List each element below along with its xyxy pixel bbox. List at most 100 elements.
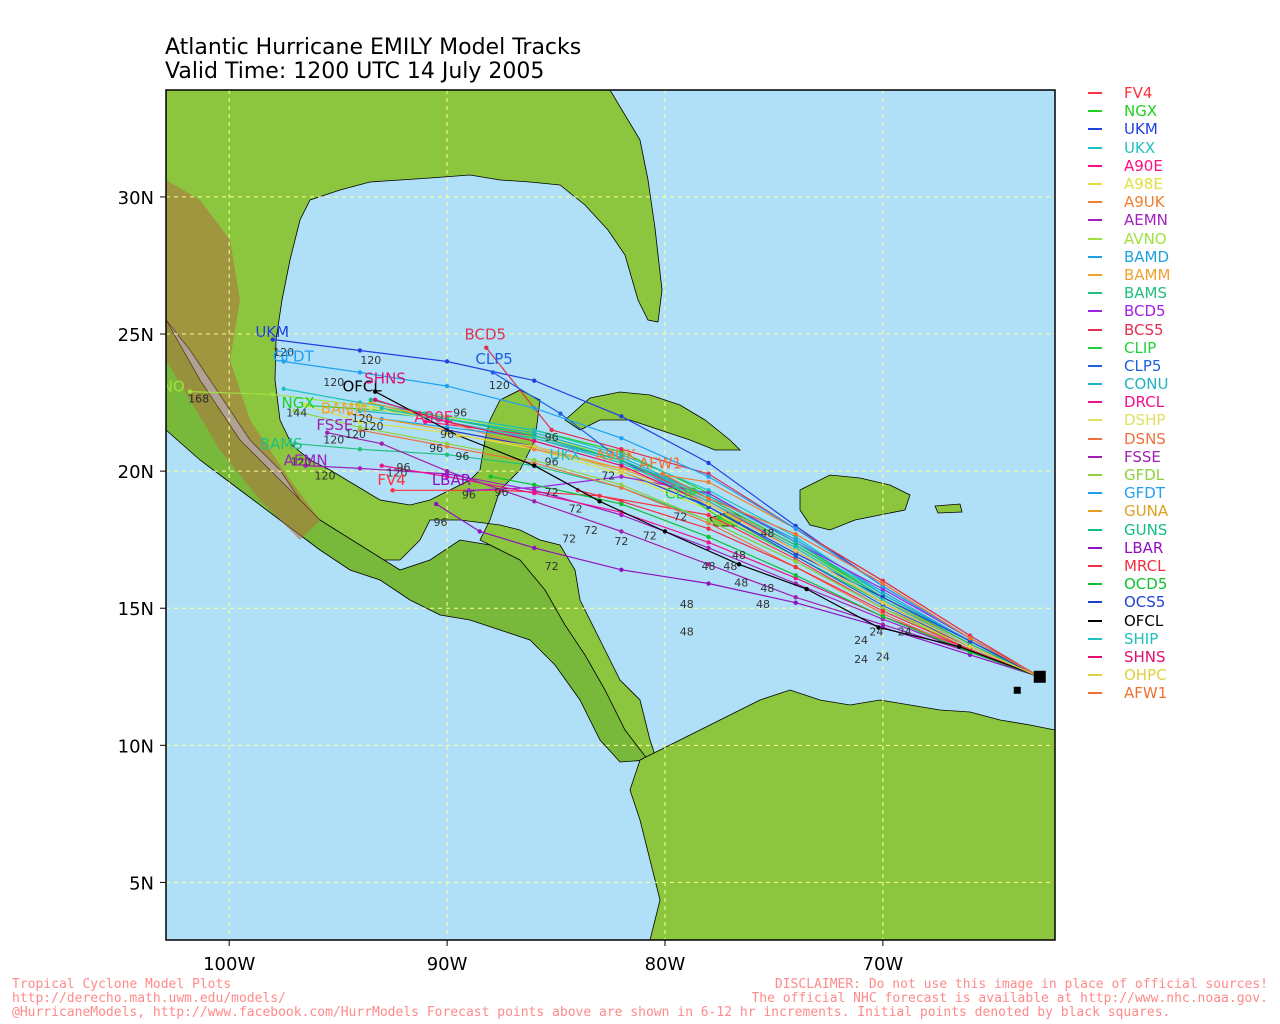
legend-swatch — [1088, 564, 1102, 567]
track-a98e — [305, 404, 1040, 678]
track-point-gfdl-4 — [619, 482, 624, 488]
hour-mark-36: 48 — [680, 598, 694, 611]
track-point-bcs5-5 — [549, 427, 554, 433]
hour-mark-33: 48 — [734, 576, 748, 589]
track-point-gfdl-8 — [292, 408, 297, 414]
valid-time: Valid Time: 1200 UTC 14 July 2005 — [165, 59, 545, 84]
legend-item-gfdt: GFDT — [1088, 484, 1170, 502]
footer-left: Tropical Cyclone Model Plots http://dere… — [12, 978, 1170, 1020]
hour-mark-26: 72 — [643, 530, 657, 543]
legend-item-ocs5: OCS5 — [1088, 593, 1170, 611]
legend-label: AEMN — [1124, 211, 1168, 230]
track-point-a98e-7 — [357, 419, 363, 424]
legend-item-clp5: CLP5 — [1088, 357, 1170, 375]
track-point-bcd5-6 — [466, 488, 472, 493]
legend-swatch — [1088, 201, 1102, 204]
legend-swatch — [1088, 255, 1102, 258]
track-point-gfdt-2 — [793, 526, 798, 531]
legend-swatch — [1088, 583, 1102, 586]
track-ofcl — [374, 391, 1040, 678]
hour-mark-16: 96 — [545, 456, 559, 469]
legend-swatch — [1088, 128, 1102, 131]
legend-label: OHPC — [1124, 666, 1167, 685]
legend-swatch — [1088, 401, 1102, 404]
track-point-conu-7 — [357, 408, 363, 414]
track-point-ohpc-0 — [967, 644, 973, 649]
track-point-ofcl-4 — [662, 529, 668, 534]
track-label-ofcl: OFCL — [342, 378, 382, 396]
track-point-gfdl-5 — [532, 457, 537, 463]
legend-item-shns: SHNS — [1088, 648, 1170, 666]
hour-mark-30: 48 — [760, 527, 774, 540]
legend-label: OFCL — [1124, 611, 1164, 630]
legend-item-guna: GUNA — [1088, 502, 1170, 520]
footer-left-line1: Tropical Cyclone Model Plots — [12, 977, 232, 992]
track-point-gfdt-8 — [281, 359, 286, 364]
legend-label: BCS5 — [1124, 320, 1164, 339]
legend-label: UKX — [1124, 138, 1156, 157]
hour-mark-40: 24 — [869, 626, 883, 639]
legend-item-aemn: AEMN — [1088, 211, 1170, 229]
track-point-bams-6 — [444, 452, 450, 457]
track-point-fv4-6 — [390, 488, 395, 493]
legend-label: AFW1 — [1124, 684, 1168, 703]
legend-label: SHNS — [1124, 647, 1166, 666]
hour-mark-7: 120 — [315, 469, 336, 482]
legend-label: A9UK — [1124, 193, 1165, 212]
track-label-clp5: CLP5 — [475, 350, 512, 368]
track-point-ohpc-1 — [880, 600, 886, 605]
hour-mark-13: 96 — [429, 442, 443, 455]
xtick-label-3: 70W — [863, 954, 904, 975]
hour-mark-28: 72 — [673, 510, 687, 523]
track-point-fsse-4 — [619, 529, 624, 534]
track-point-lbar-6 — [477, 529, 482, 534]
hour-mark-27: 72 — [614, 535, 628, 548]
track-point-aemn-8 — [303, 463, 308, 468]
hour-mark-20: 96 — [440, 428, 454, 441]
hour-mark-11: 168 — [188, 393, 209, 406]
hour-mark-42: 24 — [854, 653, 868, 666]
track-bcs5 — [485, 347, 1041, 678]
track-label-ukx: UKX — [549, 446, 580, 464]
track-point-fsse-5 — [532, 499, 537, 504]
legend-label: CLIP — [1124, 338, 1157, 357]
ytick-label-0: 30N — [118, 188, 154, 209]
legend-swatch — [1088, 328, 1102, 331]
legend-label: BCD5 — [1124, 302, 1166, 321]
legend-item-bcs5: BCS5 — [1088, 320, 1170, 339]
legend-item-lbar: LBAR — [1088, 539, 1170, 557]
track-point-bams-7 — [357, 446, 363, 452]
legend-label: UKM — [1124, 120, 1158, 139]
track-point-ofcl-8 — [372, 389, 378, 394]
legend-swatch — [1088, 692, 1102, 695]
legend-label: DSNS — [1124, 429, 1166, 448]
track-point-ocd5-3 — [706, 534, 711, 540]
legend-label: CLP5 — [1124, 356, 1162, 375]
track-label-lbar: LBAR — [432, 471, 471, 489]
footer-nhc-link[interactable]: The official NHC forecast is available a… — [751, 991, 1268, 1006]
legend-item-dsns: DSNS — [1088, 430, 1170, 448]
hour-mark-21: 72 — [601, 469, 615, 482]
track-label-a9uk: A9UK — [595, 446, 637, 464]
plot-frame — [165, 89, 1056, 941]
xtick-label-0: 100W — [203, 954, 255, 975]
hour-mark-35: 48 — [756, 598, 770, 611]
legend-swatch — [1088, 110, 1102, 113]
footer-left-line2[interactable]: http://derecho.math.uwm.edu/models/ — [12, 991, 286, 1006]
chart-title: Atlantic Hurricane EMILY Model Tracks — [165, 35, 582, 60]
legend-swatch — [1088, 310, 1102, 313]
legend-label: GUNA — [1124, 502, 1169, 521]
legend-item-ofcl: OFCL — [1088, 611, 1170, 630]
legend-label: NGX — [1124, 102, 1158, 121]
track-point-lbar-4 — [619, 567, 624, 573]
track-point-bcd5-4 — [619, 474, 624, 479]
legend-swatch — [1088, 383, 1102, 386]
legend-item-mrcl: MRCL — [1088, 557, 1170, 575]
track-label-bamm: BAMM — [321, 400, 367, 418]
track-point-afw1-4 — [660, 471, 665, 477]
track-point-drcl-5 — [532, 490, 537, 496]
track-point-shns-5 — [532, 438, 537, 444]
legend-label: AVNO — [1124, 229, 1167, 248]
track-point-ohpc-6 — [455, 433, 461, 438]
legend-label: GFDL — [1124, 466, 1165, 485]
